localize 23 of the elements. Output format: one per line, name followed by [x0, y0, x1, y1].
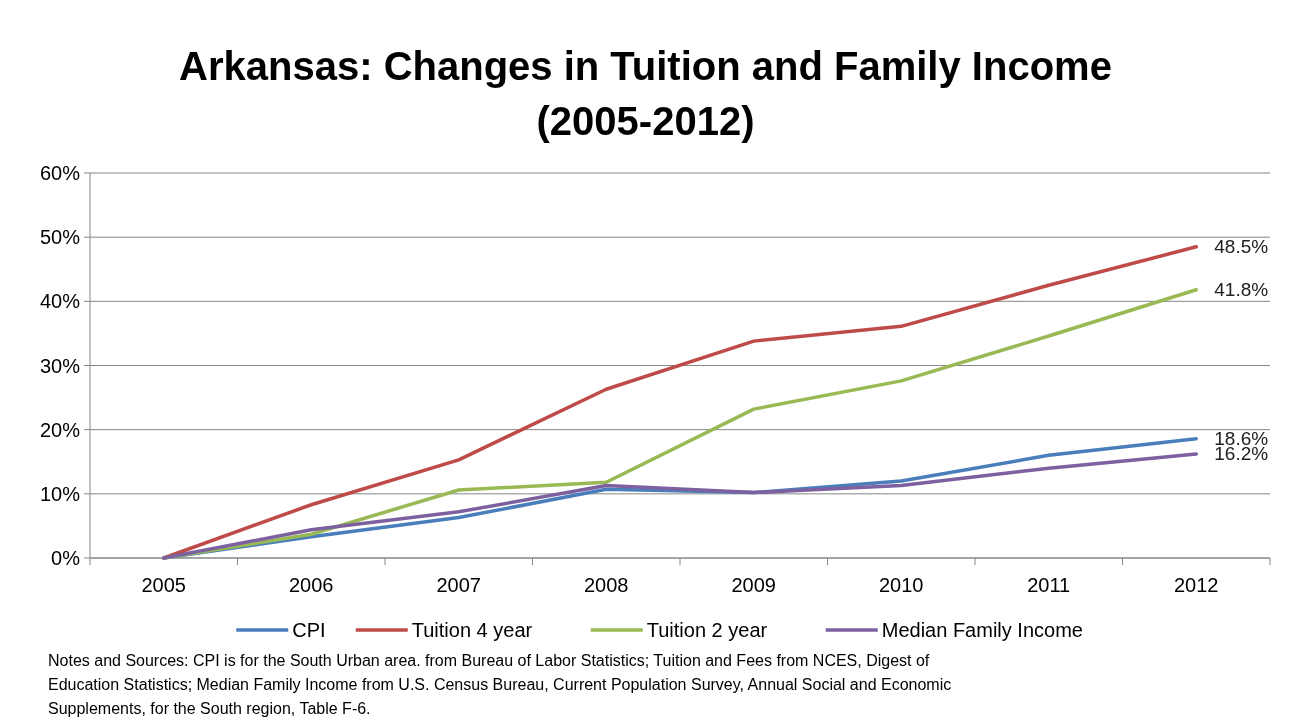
legend-label: Median Family Income [881, 619, 1083, 641]
x-tick-label: 2005 [141, 574, 186, 596]
y-tick-label: 20% [39, 418, 81, 441]
x-tick-label: 2008 [584, 574, 629, 596]
y-tick-label: 50% [39, 226, 81, 249]
legend-label: Tuition 4 year [411, 619, 533, 641]
legend-label: Tuition 2 year [646, 619, 768, 641]
data-label: 41.8% [1214, 278, 1269, 300]
data-label: 48.5% [1214, 235, 1269, 257]
legend-label: CPI [292, 619, 326, 641]
x-tick-label: 2012 [1174, 574, 1219, 596]
x-tick-label: 2006 [289, 574, 334, 596]
x-tick-label: 2011 [1027, 574, 1071, 596]
y-tick-label: 30% [39, 354, 81, 377]
chart-title: Arkansas: Changes in Tuition and Family Income (2005-2012) [179, 44, 1112, 143]
x-tick-label: 2010 [879, 574, 924, 596]
x-tick-label: 2009 [731, 574, 776, 596]
text: Notes and Sources: CPI is for the South Urban area. from Bureau of Labor Statistics; Tuition and Fees from NCES, Digest of Education Statistics; Median Family Income from U.S. Census Bureau, Current Population Survey, Annual Social and Economic Supplements, for the South region, Table F-6. [48, 652, 952, 717]
y-tick-label: 0% [51, 547, 81, 569]
y-tick-label: 10% [39, 482, 81, 505]
y-tick-label: 40% [39, 290, 81, 313]
x-tick-label: 2007 [436, 574, 481, 596]
y-tick-label: 60% [39, 162, 81, 184]
